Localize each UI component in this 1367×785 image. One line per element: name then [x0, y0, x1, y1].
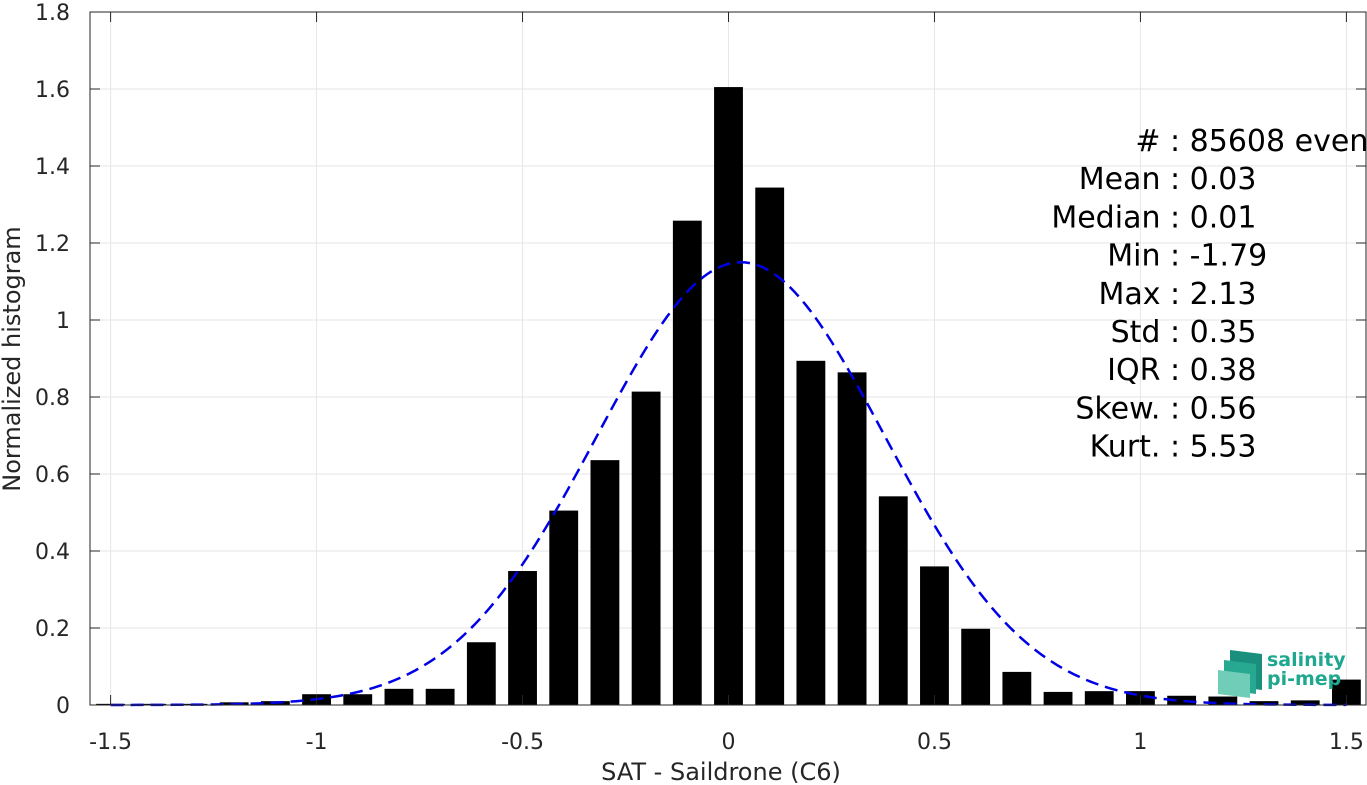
histogram-bar [549, 510, 579, 705]
histogram-bar [590, 460, 620, 705]
x-axis-title: SAT - Saildrone (C6) [601, 758, 841, 785]
y-tick-label: 1.2 [35, 232, 70, 257]
histogram-bar [755, 187, 785, 705]
y-tick-label: 1.6 [35, 78, 70, 103]
stat-value: : 85608 events [1170, 124, 1367, 159]
x-tick-label: -1 [306, 730, 328, 755]
histogram-bar [714, 87, 743, 705]
x-tick-label: 1 [1133, 730, 1147, 755]
x-tick-label: -0.5 [501, 730, 544, 755]
logo-text-line1: salinity [1267, 649, 1346, 671]
y-axis-title: Normalized histogram [0, 226, 26, 491]
y-tick-label: 0.6 [35, 463, 70, 488]
stat-line: Max : 2.13 [1098, 277, 1256, 312]
histogram-bar [920, 566, 949, 705]
stat-label: IQR [1107, 353, 1170, 388]
stat-label: Max [1098, 277, 1170, 312]
histogram-bar [1290, 700, 1320, 705]
histogram-bar [1249, 701, 1279, 705]
stat-label: Skew. [1075, 391, 1170, 426]
stat-value: : 0.56 [1170, 391, 1256, 426]
stat-line: Median : 0.01 [1051, 200, 1256, 235]
x-tick-label: 0.5 [917, 730, 952, 755]
stat-line: Min : -1.79 [1107, 239, 1267, 274]
histogram-bar [837, 372, 867, 705]
y-tick-label: 0 [56, 694, 70, 719]
stat-value: : 0.38 [1170, 353, 1256, 388]
histogram-bar [631, 391, 661, 705]
stat-value: : 0.35 [1170, 315, 1256, 350]
histogram-bar [1043, 691, 1073, 705]
stat-label: Mean [1079, 162, 1170, 197]
histogram-bar [961, 628, 991, 705]
stat-value: : 0.03 [1170, 162, 1256, 197]
stat-value: : -1.79 [1170, 239, 1267, 274]
salinity-pi-mep-logo: salinity pi-mep [1218, 649, 1346, 698]
stat-label: Kurt. [1090, 430, 1170, 465]
y-tick-label: 1 [56, 309, 70, 334]
stat-value: : 2.13 [1170, 277, 1256, 312]
histogram-bar [878, 496, 908, 705]
stat-label: Std [1111, 315, 1170, 350]
histogram-bar [1002, 671, 1032, 705]
histogram-bar [508, 571, 537, 705]
histogram-bar [796, 360, 826, 705]
stat-label: Min [1107, 239, 1170, 274]
stat-value: : 5.53 [1170, 430, 1256, 465]
stat-label: # [1135, 124, 1170, 159]
stat-line: Skew. : 0.56 [1075, 391, 1256, 426]
y-tick-label: 1.8 [35, 1, 70, 26]
y-tick-label: 0.2 [35, 617, 70, 642]
x-tick-label: 0 [722, 730, 736, 755]
histogram-bar [1208, 696, 1238, 705]
logo-text-line2: pi-mep [1267, 668, 1341, 690]
wave-logo-icon [1218, 650, 1262, 698]
x-tick-label: -1.5 [89, 730, 132, 755]
histogram-bar [1167, 695, 1197, 705]
x-tick-labels: -1.5 -1 -0.5 0 0.5 1 1.5 [89, 730, 1364, 755]
stat-label: Median [1051, 200, 1170, 235]
histogram-bar [384, 688, 414, 705]
histogram-bar [672, 220, 702, 706]
axes [89, 11, 1367, 706]
y-tick-label: 1.4 [35, 155, 70, 180]
stat-value: : 0.01 [1170, 200, 1256, 235]
stat-line: Mean : 0.03 [1079, 162, 1257, 197]
stat-line: Kurt. : 5.53 [1090, 430, 1257, 465]
y-tick-label: 0.8 [35, 386, 70, 411]
histogram-bar [343, 694, 373, 705]
histogram-bar [466, 642, 496, 705]
y-tick-label: 0.4 [35, 540, 70, 565]
y-tick-labels: 0 0.2 0.4 0.6 0.8 1 1.2 1.4 1.6 1.8 [35, 1, 70, 719]
histogram-bar [1084, 691, 1114, 705]
histogram-bar [425, 688, 455, 705]
x-tick-label: 1.5 [1329, 730, 1364, 755]
stat-line: Std : 0.35 [1111, 315, 1257, 350]
stat-line: IQR : 0.38 [1107, 353, 1256, 388]
stat-line: # : 85608 events [1135, 124, 1367, 159]
